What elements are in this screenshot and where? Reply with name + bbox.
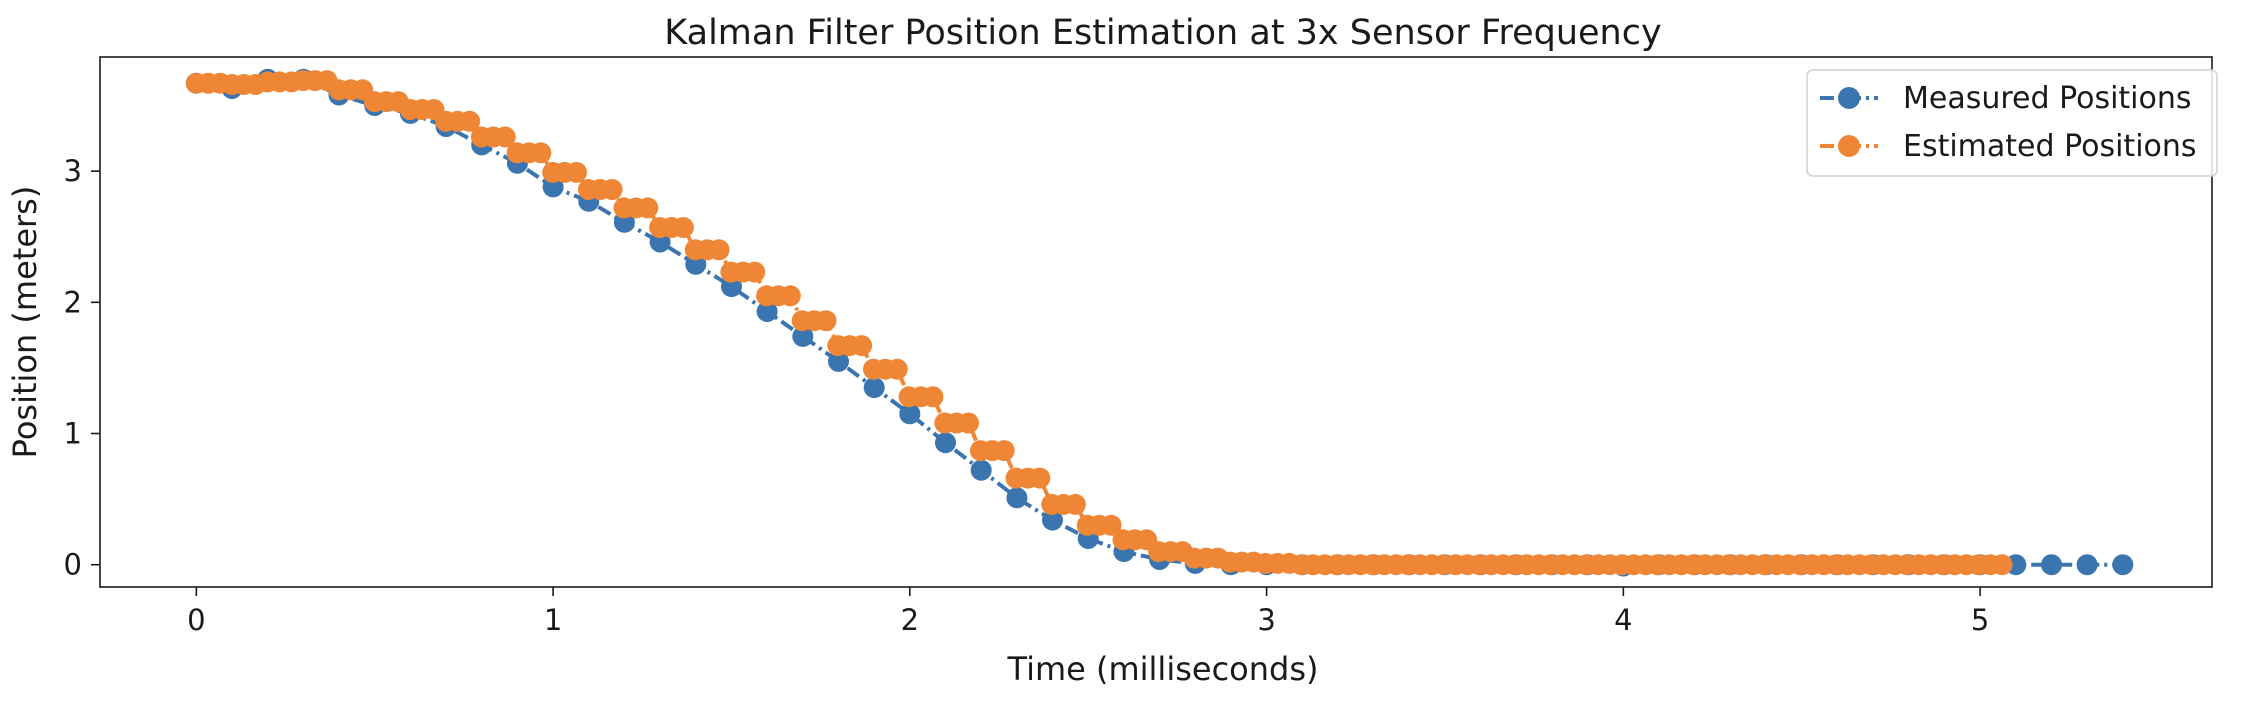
estimated-point (566, 161, 587, 183)
x-axis-label: Time (milliseconds) (1007, 650, 1319, 688)
y-axis-label: Position (meters) (6, 186, 44, 459)
measured-point (899, 403, 921, 425)
estimated-point (637, 197, 659, 219)
legend: Measured Positions Estimated Positions (1806, 69, 2218, 177)
x-tick-label: 5 (1971, 603, 1989, 637)
estimated-point (530, 142, 552, 164)
measured-point (1006, 487, 1028, 509)
measured-point (792, 325, 814, 347)
legend-label-estimated: Estimated Positions (1903, 129, 2197, 164)
estimated-point (1064, 493, 1086, 515)
axis-ticks: 0 1 2 3 4 5 0 1 2 3 (64, 154, 1990, 637)
estimated-point (1029, 467, 1051, 489)
legend-marker-estimated (1838, 135, 1860, 157)
legend-box (1806, 69, 2218, 177)
measured-point (756, 301, 778, 322)
legend-label-measured: Measured Positions (1903, 81, 2192, 116)
y-tick-label: 0 (64, 548, 82, 582)
estimated-point (1100, 514, 1122, 536)
estimated-point (672, 217, 694, 238)
axes-frame (99, 56, 2213, 588)
measured-point (828, 350, 849, 372)
measured-point (1042, 509, 1063, 531)
measured-point (970, 459, 992, 481)
estimated-point (779, 285, 801, 307)
measured-point (2041, 554, 2062, 576)
y-tick-label: 3 (64, 154, 82, 188)
estimated-point (851, 335, 873, 357)
estimated-point (922, 386, 944, 408)
measured-point (863, 377, 885, 399)
estimated-point (886, 358, 908, 380)
measured-point (2112, 554, 2134, 576)
x-tick-label: 4 (1614, 603, 1632, 637)
y-tick-label: 2 (64, 285, 82, 319)
x-tick-label: 1 (544, 603, 562, 637)
x-tick-label: 0 (187, 603, 205, 637)
estimated-point (958, 412, 979, 434)
chart-title: Kalman Filter Position Estimation at 3x … (664, 13, 1661, 53)
legend-marker-measured (1838, 87, 1860, 109)
x-tick-label: 2 (901, 603, 919, 637)
estimated-point (1991, 554, 2013, 576)
plot-area (185, 68, 2134, 577)
estimated-point (494, 126, 516, 148)
estimated-line (196, 78, 2003, 567)
estimated-point (993, 440, 1015, 462)
estimated-point (459, 110, 481, 132)
x-tick-label: 3 (1257, 603, 1275, 637)
estimated-point (708, 239, 730, 261)
y-tick-label: 1 (64, 417, 82, 451)
measured-point (2076, 554, 2098, 576)
measured-point (935, 432, 956, 454)
estimated-point (744, 261, 766, 283)
estimated-point (601, 179, 623, 200)
estimated-point (815, 310, 837, 332)
